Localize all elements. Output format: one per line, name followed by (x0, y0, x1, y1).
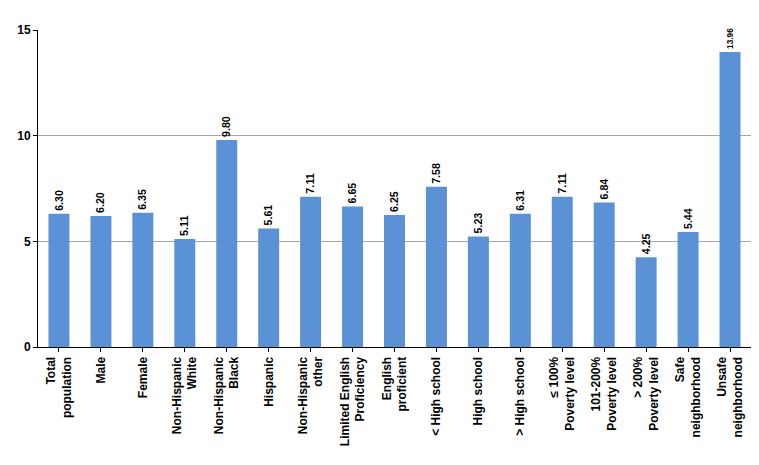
svg-text:Non-HispanicBlack: Non-HispanicBlack (212, 356, 242, 434)
svg-text:101-200%Poverty level: 101-200%Poverty level (589, 356, 619, 430)
svg-text:7.58: 7.58 (430, 163, 442, 184)
svg-text:Limited EnglishProficiency: Limited EnglishProficiency (338, 356, 368, 446)
svg-text:< High school: < High school (429, 357, 443, 436)
svg-text:Non-Hispanicother: Non-Hispanicother (296, 356, 326, 434)
svg-text:7.11: 7.11 (556, 173, 568, 194)
svg-text:6.25: 6.25 (388, 191, 400, 212)
svg-text:9.80: 9.80 (220, 116, 232, 137)
svg-text:Unsafeneighborhood: Unsafeneighborhood (715, 356, 745, 437)
svg-text:5: 5 (24, 235, 31, 249)
svg-text:6.84: 6.84 (598, 179, 610, 200)
svg-text:> High school: > High school (513, 357, 527, 436)
svg-text:Englishproficient: Englishproficient (380, 357, 410, 412)
svg-text:15: 15 (17, 23, 31, 37)
svg-text:6.30: 6.30 (53, 190, 65, 211)
svg-text:Female: Female (136, 356, 150, 398)
svg-text:High school: High school (471, 357, 485, 426)
svg-text:5.44: 5.44 (682, 208, 694, 229)
svg-text:6.35: 6.35 (136, 189, 148, 210)
svg-text:> 200%Poverty level: > 200%Poverty level (631, 356, 661, 430)
svg-text:7.11: 7.11 (304, 173, 316, 194)
svg-text:6.20: 6.20 (94, 192, 106, 213)
svg-text:13.96: 13.96 (726, 28, 735, 49)
svg-text:≤ 100%Poverty level: ≤ 100%Poverty level (547, 356, 577, 430)
svg-text:6.65: 6.65 (346, 183, 358, 204)
svg-text:Safeneighborhood: Safeneighborhood (673, 356, 703, 437)
svg-text:5.61: 5.61 (262, 205, 274, 226)
svg-text:0: 0 (24, 340, 31, 354)
svg-text:Totalpopulation: Totalpopulation (44, 357, 74, 418)
svg-text:6.31: 6.31 (514, 190, 526, 211)
svg-text:Male: Male (94, 356, 108, 383)
svg-text:10: 10 (17, 129, 31, 143)
svg-text:5.11: 5.11 (178, 215, 190, 236)
svg-text:Hispanic: Hispanic (262, 356, 276, 406)
svg-text:Non-HispanicWhite: Non-HispanicWhite (170, 356, 200, 434)
svg-text:4.25: 4.25 (640, 233, 652, 254)
svg-text:5.23: 5.23 (472, 213, 484, 234)
